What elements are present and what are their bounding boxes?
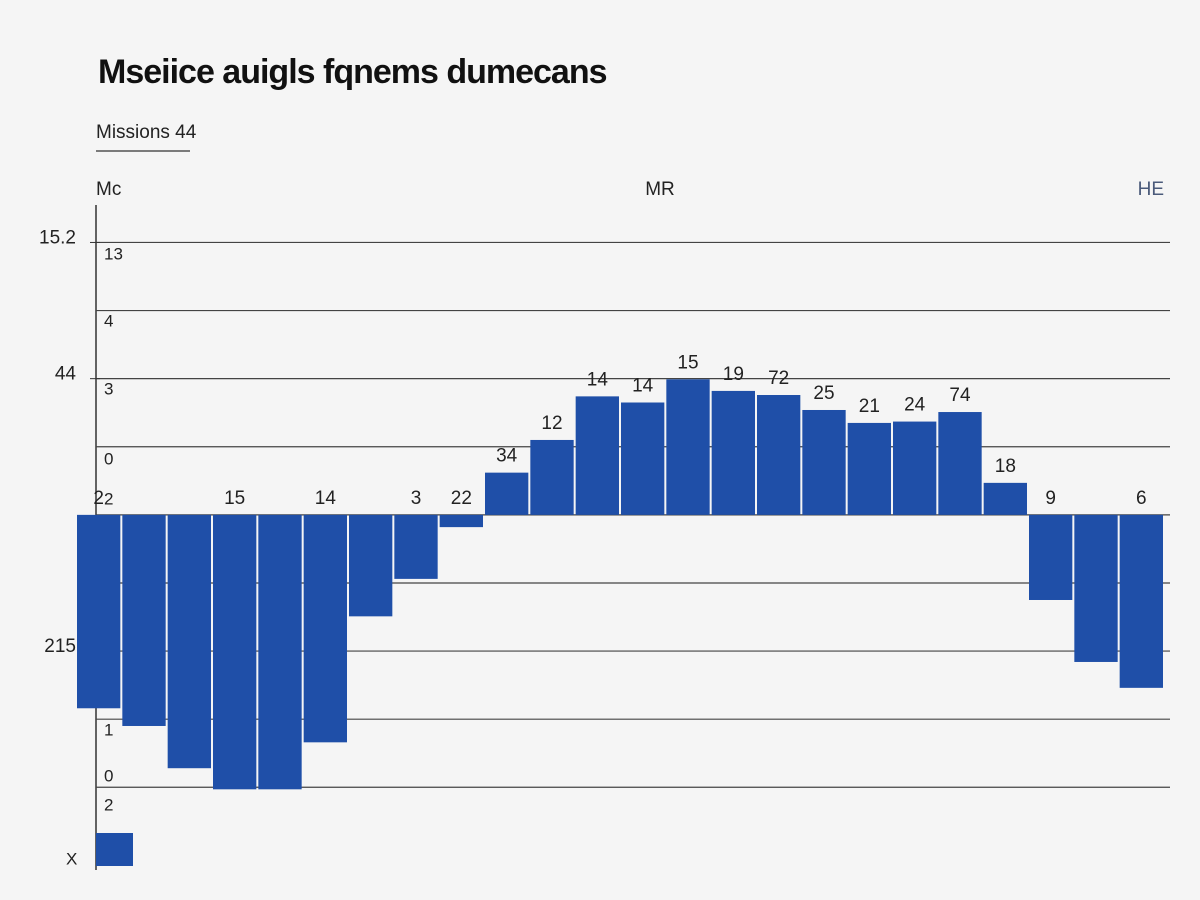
axis-note: 3 bbox=[104, 379, 113, 398]
y-tick-label: 215 bbox=[44, 636, 76, 657]
bar bbox=[1029, 514, 1073, 600]
bar bbox=[847, 422, 891, 515]
y-tick-label: 44 bbox=[55, 364, 77, 385]
bar bbox=[711, 390, 755, 515]
legend-label: X bbox=[66, 849, 77, 868]
axis-note: 2 bbox=[104, 489, 113, 508]
header-label: MR bbox=[645, 179, 675, 200]
bar bbox=[621, 402, 665, 515]
bar-annotation: 72 bbox=[768, 368, 789, 389]
bar bbox=[802, 409, 846, 515]
bar bbox=[349, 514, 393, 617]
bar-annotation: 34 bbox=[496, 446, 518, 467]
bar-annotation: 19 bbox=[723, 364, 744, 385]
bar bbox=[303, 514, 347, 743]
bar-annotation: 15 bbox=[224, 488, 245, 509]
bar-annotation: 15 bbox=[677, 352, 698, 373]
bar bbox=[122, 514, 166, 726]
bar-annotation: 22 bbox=[451, 488, 472, 509]
bar bbox=[167, 514, 211, 769]
y-tick-label: 15.2 bbox=[39, 227, 76, 248]
bar-annotation: 21 bbox=[859, 396, 880, 417]
bar bbox=[666, 379, 710, 515]
axis-note: 0 bbox=[104, 766, 113, 785]
chart-title: Mseiice auigls fqnems dumecans bbox=[98, 53, 607, 91]
bar bbox=[439, 514, 483, 528]
bar-annotation: 3 bbox=[411, 488, 422, 509]
header-label: HE bbox=[1138, 179, 1164, 200]
bar bbox=[1119, 514, 1163, 688]
bar-annotation: 24 bbox=[904, 395, 926, 416]
bar-annotation: 12 bbox=[541, 413, 562, 434]
header-label: Mc bbox=[96, 179, 121, 200]
bar-annotation: 14 bbox=[632, 376, 654, 397]
bar-annotation: 25 bbox=[813, 383, 834, 404]
bar-annotation: 6 bbox=[1136, 488, 1147, 509]
bar bbox=[485, 472, 529, 515]
bar-annotation: 2 bbox=[93, 488, 104, 509]
chart-subtitle: Missions 44 bbox=[96, 122, 197, 143]
bar bbox=[77, 514, 121, 709]
bar-annotation: 9 bbox=[1045, 488, 1056, 509]
bar-annotation: 74 bbox=[949, 385, 971, 406]
axis-note: 13 bbox=[104, 244, 123, 263]
bar bbox=[530, 439, 574, 515]
axis-note: 1 bbox=[104, 720, 113, 739]
bar bbox=[575, 396, 619, 515]
bar bbox=[394, 514, 438, 579]
axis-note: 4 bbox=[104, 311, 113, 330]
bar bbox=[1074, 514, 1118, 662]
bar bbox=[258, 514, 302, 790]
bar bbox=[757, 395, 801, 515]
axis-note: 0 bbox=[104, 449, 113, 468]
bar bbox=[893, 421, 937, 515]
axis-note: 2 bbox=[104, 795, 113, 814]
legend-swatch bbox=[96, 833, 133, 866]
bar-annotation: 18 bbox=[995, 456, 1016, 477]
bar-annotation: 14 bbox=[587, 369, 609, 390]
bar bbox=[213, 514, 257, 790]
bar bbox=[983, 482, 1027, 515]
bar bbox=[938, 412, 982, 515]
bar-annotation: 14 bbox=[315, 488, 337, 509]
